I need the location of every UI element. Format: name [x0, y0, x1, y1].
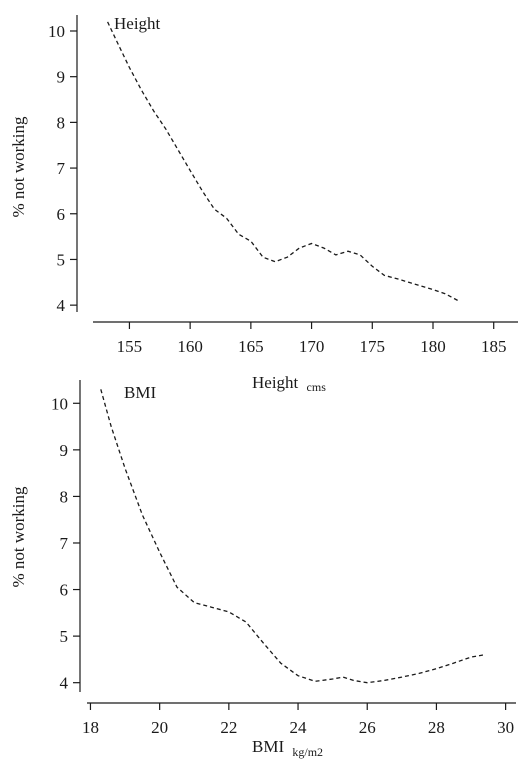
bmi-x-tick-label: 26	[359, 718, 376, 737]
height-y-tick-label: 7	[57, 159, 66, 178]
bmi-panel: 18 20 22 24 26 28 30 4 5 6 7 8 9 10 BMI % not working…	[9, 380, 516, 759]
bmi-series-line	[100, 389, 486, 684]
height-x-tick-label: 170	[299, 337, 325, 356]
height-x-tick-label: 185	[481, 337, 507, 356]
bmi-x-tick-label: 22	[220, 718, 237, 737]
height-y-tick-label: 9	[57, 68, 66, 87]
height-x-tick-label: 160	[177, 337, 203, 356]
bmi-y-tick-label: 5	[60, 627, 69, 646]
height-x-axis-label-unit: cms	[307, 380, 327, 394]
height-y-tick-label: 8	[57, 113, 66, 132]
bmi-y-tick-label: 4	[60, 674, 69, 693]
bmi-y-tick-label: 6	[60, 581, 69, 600]
bmi-x-axis-label: BMI kg/m2	[252, 737, 323, 759]
bmi-x-tick-label: 24	[290, 718, 308, 737]
bmi-y-tick-label: 7	[60, 534, 69, 553]
height-x-tick-label: 165	[238, 337, 264, 356]
bmi-x-tick-label: 30	[497, 718, 514, 737]
bmi-ticks: 18 20 22 24 26 28 30 4 5 6 7 8 9 10	[51, 394, 514, 737]
height-panel-title: Height	[114, 14, 161, 33]
bmi-y-tick-label: 10	[51, 394, 68, 413]
height-series-line	[107, 21, 461, 303]
bmi-x-axis-label-unit: kg/m2	[292, 745, 323, 759]
bmi-x-tick-label: 18	[82, 718, 99, 737]
bmi-x-axis-label-main: BMI	[252, 737, 284, 756]
height-y-tick-label: 10	[48, 22, 65, 41]
bmi-y-tick-label: 8	[60, 487, 69, 506]
height-x-tick-label: 155	[117, 337, 143, 356]
bmi-x-tick-label: 28	[428, 718, 445, 737]
height-y-tick-label: 5	[57, 250, 66, 269]
bmi-panel-title: BMI	[124, 383, 156, 402]
height-x-axis-label-main: Height	[252, 373, 299, 392]
bmi-y-axis-label: % not working	[9, 486, 28, 588]
height-y-axis-label: % not working	[9, 116, 28, 218]
height-x-tick-label: 175	[360, 337, 386, 356]
height-panel: 155 160 165 170 175 180 185 4 5 6 7 8 9 10 Height % n…	[9, 14, 518, 394]
height-y-tick-label: 6	[57, 205, 66, 224]
bmi-x-tick-label: 20	[151, 718, 168, 737]
height-x-tick-label: 180	[420, 337, 446, 356]
height-ticks: 155 160 165 170 175 180 185 4 5 6 7 8 9 10	[48, 22, 506, 356]
height-y-tick-label: 4	[57, 296, 66, 315]
bmi-y-tick-label: 9	[60, 441, 69, 460]
height-x-axis-label: Height cms	[252, 373, 326, 394]
